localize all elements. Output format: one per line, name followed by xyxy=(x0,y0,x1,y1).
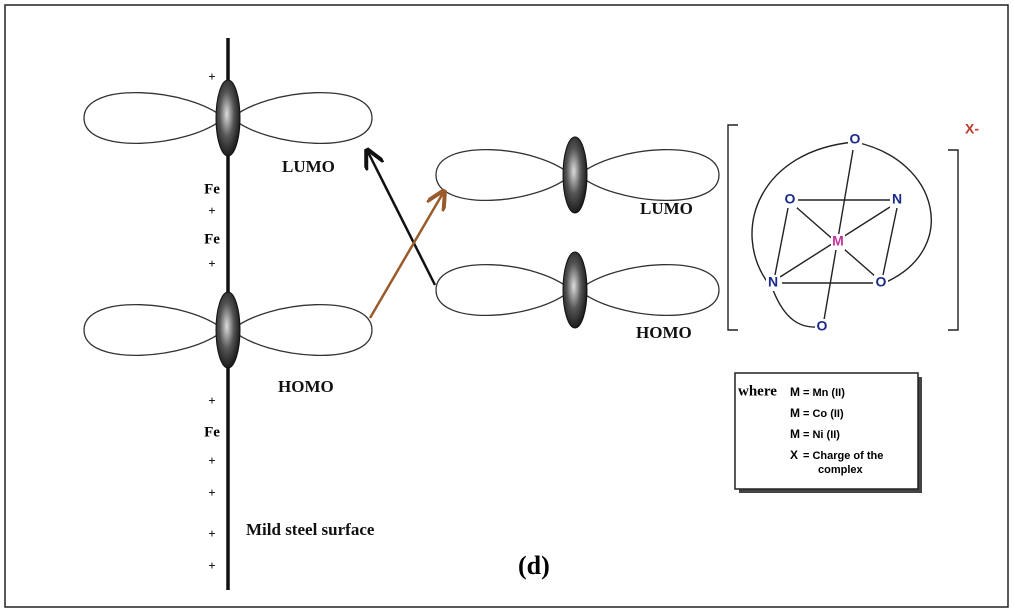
surface-charge: Fe xyxy=(204,181,220,197)
orbital-label: LUMO xyxy=(282,157,335,176)
bond xyxy=(774,207,789,276)
arrow xyxy=(368,152,437,286)
atom-bg xyxy=(766,275,780,291)
bracket xyxy=(948,149,959,331)
surface-charge: + xyxy=(208,256,215,271)
legend-symbol: M xyxy=(790,427,800,441)
orbital-label: LUMO xyxy=(640,199,693,218)
surface-charge: + xyxy=(208,485,215,500)
orbital-lobe xyxy=(83,304,226,356)
atom-bg xyxy=(783,192,797,208)
bond xyxy=(854,141,932,284)
bond xyxy=(882,207,898,276)
atom-label: O xyxy=(817,318,828,334)
caption: (d) xyxy=(518,551,550,580)
orbital-lobe xyxy=(435,264,572,316)
legend-text: = Co (II) xyxy=(803,408,844,420)
surface-charge: Fe xyxy=(204,424,220,440)
bond xyxy=(772,289,819,328)
legend-box xyxy=(734,372,919,490)
bond xyxy=(751,141,856,284)
frame xyxy=(4,4,1009,608)
legend-symbol: M xyxy=(790,385,800,399)
legend-text: = Ni (II) xyxy=(803,429,840,441)
atom-label: N xyxy=(768,274,778,290)
legend-text-line: complex xyxy=(818,464,864,476)
legend-text: = Mn (II) xyxy=(803,387,845,399)
orbital-label: HOMO xyxy=(278,377,334,396)
orbital-node xyxy=(215,291,241,369)
surface-charge: + xyxy=(208,453,215,468)
atom-label: O xyxy=(876,274,887,290)
orbital-lobe xyxy=(577,264,720,316)
legend-text-line: = Charge of the xyxy=(803,450,883,462)
orbital-label: HOMO xyxy=(636,323,692,342)
atom-bg xyxy=(831,234,845,250)
atom-bg xyxy=(874,275,888,291)
legend-symbol: M xyxy=(790,406,800,420)
atom-label: M xyxy=(832,233,844,249)
surface-charge: + xyxy=(208,393,215,408)
bracket xyxy=(727,124,738,331)
orbital-lobe xyxy=(230,304,373,356)
orbital-lobe xyxy=(230,92,373,144)
orbital-node xyxy=(562,136,588,214)
atom-bg xyxy=(848,132,862,148)
charge: X- xyxy=(965,121,979,137)
atom-bg xyxy=(815,319,829,335)
surface-label: Mild steel surface xyxy=(246,520,375,539)
arrow xyxy=(368,193,443,319)
orbital-node xyxy=(562,251,588,329)
atom-label: O xyxy=(785,191,796,207)
surface-charge: + xyxy=(208,526,215,541)
orbital-lobe xyxy=(83,92,226,144)
orbital-node xyxy=(215,79,241,157)
atom-bg xyxy=(890,192,904,208)
atom-label: N xyxy=(892,191,902,207)
orbital-lobe xyxy=(435,149,572,201)
surface-charge: + xyxy=(208,69,215,84)
surface-charge: + xyxy=(208,203,215,218)
legend-symbol: X xyxy=(790,448,798,462)
surface-charge: + xyxy=(208,558,215,573)
legend-lead: where xyxy=(738,383,777,399)
surface-charge: Fe xyxy=(204,231,220,247)
orbital-lobe xyxy=(577,149,720,201)
legend-text: = Charge of the complex xyxy=(803,450,883,476)
atom-label: O xyxy=(850,131,861,147)
